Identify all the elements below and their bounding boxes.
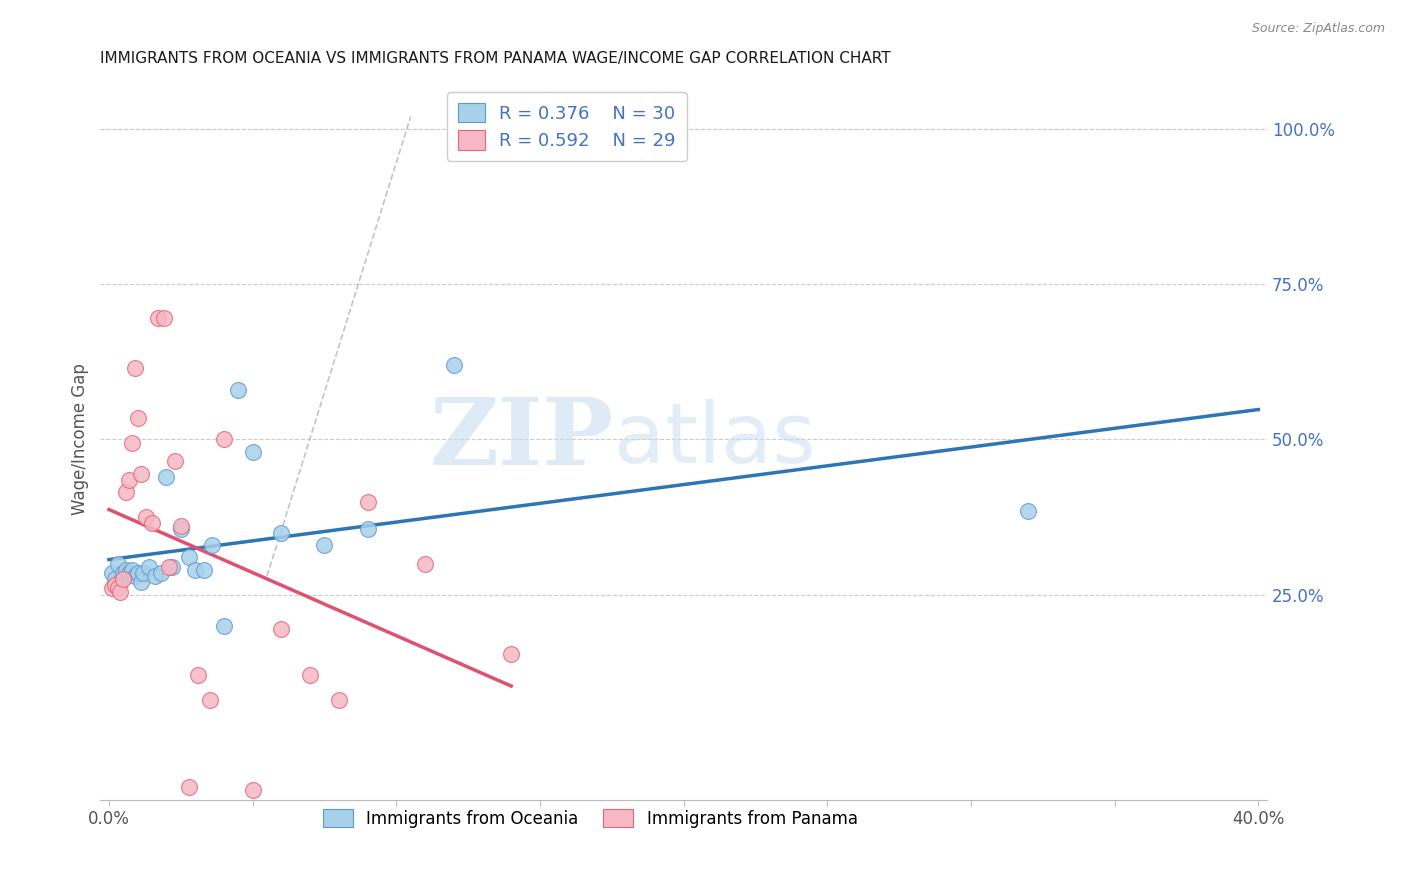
Point	[356, 523, 378, 537]
Point	[115, 563, 138, 577]
Point	[121, 563, 143, 577]
Point	[127, 410, 149, 425]
Point	[270, 525, 292, 540]
Point	[112, 566, 135, 580]
Point	[118, 473, 141, 487]
Text: IMMIGRANTS FROM OCEANIA VS IMMIGRANTS FROM PANAMA WAGE/INCOME GAP CORRELATION CH: IMMIGRANTS FROM OCEANIA VS IMMIGRANTS FR…	[100, 51, 891, 66]
Point	[152, 311, 174, 326]
Point	[121, 435, 143, 450]
Point	[146, 311, 169, 326]
Point	[118, 566, 141, 580]
Point	[107, 557, 129, 571]
Point	[160, 559, 183, 574]
Point	[129, 575, 152, 590]
Point	[179, 780, 201, 794]
Point	[212, 618, 235, 632]
Point	[149, 566, 172, 580]
Point	[110, 584, 132, 599]
Point	[104, 572, 127, 586]
Point	[155, 469, 177, 483]
Point	[104, 578, 127, 592]
Point	[179, 550, 201, 565]
Text: Source: ZipAtlas.com: Source: ZipAtlas.com	[1251, 22, 1385, 36]
Y-axis label: Wage/Income Gap: Wage/Income Gap	[72, 364, 89, 516]
Point	[141, 516, 163, 531]
Text: atlas: atlas	[613, 399, 815, 480]
Point	[193, 563, 215, 577]
Point	[135, 510, 157, 524]
Point	[212, 433, 235, 447]
Point	[187, 668, 209, 682]
Point	[198, 693, 221, 707]
Point	[107, 582, 129, 596]
Point	[270, 622, 292, 636]
Point	[443, 358, 465, 372]
Point	[170, 523, 193, 537]
Legend: Immigrants from Oceania, Immigrants from Panama: Immigrants from Oceania, Immigrants from…	[316, 803, 865, 834]
Point	[101, 566, 124, 580]
Point	[157, 559, 180, 574]
Point	[115, 485, 138, 500]
Point	[129, 467, 152, 481]
Point	[242, 445, 264, 459]
Point	[184, 563, 207, 577]
Point	[170, 519, 193, 533]
Point	[328, 693, 350, 707]
Point	[112, 572, 135, 586]
Point	[110, 575, 132, 590]
Point	[132, 566, 155, 580]
Text: ZIP: ZIP	[429, 394, 613, 484]
Point	[299, 668, 322, 682]
Point	[127, 566, 149, 580]
Point	[356, 494, 378, 508]
Point	[501, 647, 523, 661]
Point	[124, 569, 146, 583]
Point	[124, 361, 146, 376]
Point	[314, 538, 336, 552]
Point	[201, 538, 224, 552]
Point	[143, 569, 166, 583]
Point	[101, 582, 124, 596]
Point	[226, 383, 249, 397]
Point	[242, 783, 264, 797]
Point	[165, 454, 187, 468]
Point	[413, 557, 436, 571]
Point	[138, 559, 160, 574]
Point	[1017, 504, 1039, 518]
